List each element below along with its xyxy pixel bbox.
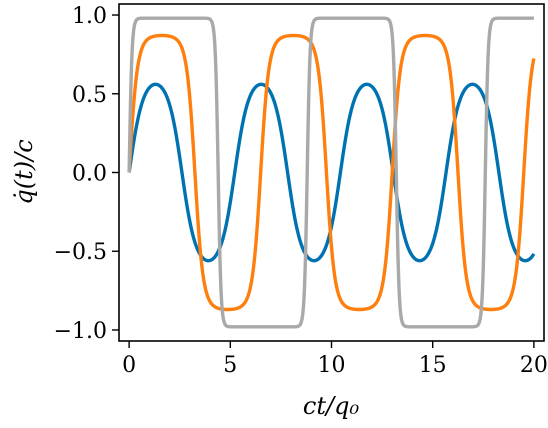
y-tick-label: 1.0: [72, 4, 107, 29]
y-tick-label: −1.0: [54, 319, 107, 344]
x-tick-label: 5: [223, 353, 237, 378]
y-tick-label: 0.0: [72, 162, 107, 187]
x-tick-label: 10: [318, 353, 346, 378]
x-axis-label: ct/q₀: [303, 392, 360, 420]
y-axis-label: q̇(t)/c: [10, 139, 38, 204]
x-tick-label: 20: [520, 353, 548, 378]
series-line-2: [127, 33, 536, 312]
x-tick-label: 0: [122, 353, 136, 378]
x-tick-label: 15: [419, 353, 447, 378]
series-line-3: [127, 16, 536, 329]
series-layer: [127, 16, 536, 329]
ticks-layer: 0 5 10 15 20 1.0 0.5 0.0 −0.5 −1.0: [54, 4, 548, 378]
y-tick-label: 0.5: [72, 83, 107, 108]
y-tick-label: −0.5: [54, 240, 107, 265]
